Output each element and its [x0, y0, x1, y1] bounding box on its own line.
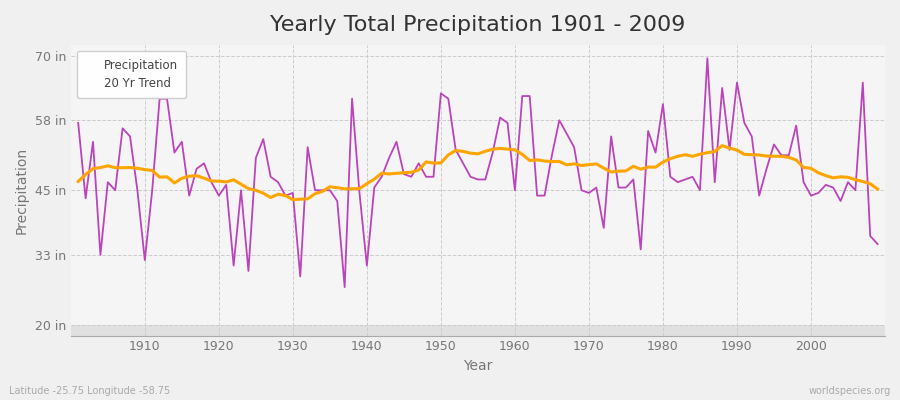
- Title: Yearly Total Precipitation 1901 - 2009: Yearly Total Precipitation 1901 - 2009: [270, 15, 686, 35]
- Precipitation: [509, 188, 520, 193]
- Precipitation: [295, 274, 306, 279]
- 20 Yr Trend: [509, 148, 520, 152]
- Line: Precipitation: Precipitation: [78, 58, 878, 287]
- Precipitation: [606, 134, 616, 139]
- 20 Yr Trend: [606, 170, 616, 174]
- 20 Yr Trend: [716, 143, 727, 148]
- 20 Yr Trend: [346, 186, 357, 191]
- Precipitation: [702, 56, 713, 61]
- Line: 20 Yr Trend: 20 Yr Trend: [78, 146, 878, 200]
- Precipitation: [132, 188, 143, 193]
- Y-axis label: Precipitation: Precipitation: [15, 147, 29, 234]
- Precipitation: [872, 242, 883, 246]
- 20 Yr Trend: [132, 166, 143, 171]
- Text: worldspecies.org: worldspecies.org: [809, 386, 891, 396]
- Precipitation: [517, 94, 527, 98]
- 20 Yr Trend: [287, 197, 298, 202]
- 20 Yr Trend: [302, 196, 313, 201]
- 20 Yr Trend: [517, 152, 527, 157]
- Precipitation: [346, 96, 357, 101]
- Precipitation: [339, 285, 350, 290]
- 20 Yr Trend: [872, 187, 883, 192]
- Bar: [71, 325, 885, 336]
- Legend: Precipitation, 20 Yr Trend: Precipitation, 20 Yr Trend: [76, 51, 186, 98]
- Text: Latitude -25.75 Longitude -58.75: Latitude -25.75 Longitude -58.75: [9, 386, 170, 396]
- Precipitation: [73, 120, 84, 125]
- 20 Yr Trend: [73, 179, 84, 184]
- X-axis label: Year: Year: [464, 359, 492, 373]
